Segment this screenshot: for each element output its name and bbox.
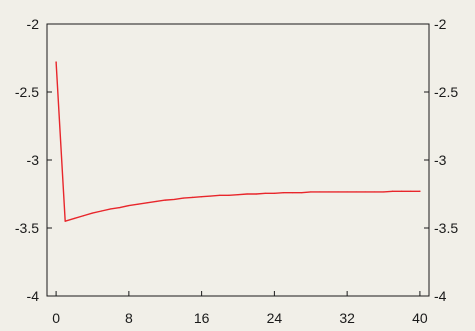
data-point (201, 196, 203, 198)
data-point (73, 217, 75, 220)
data-point (382, 191, 385, 193)
x-tick-label: 40 (412, 310, 428, 326)
data-point (373, 191, 376, 193)
data-point (346, 191, 348, 193)
data-point (146, 202, 148, 204)
data-point (173, 198, 175, 201)
data-point (246, 193, 248, 195)
data-point (328, 191, 330, 193)
data-point (310, 191, 312, 193)
y-tick-label-left: -2.5 (15, 84, 39, 100)
series-group (55, 61, 421, 222)
data-point (55, 61, 57, 63)
x-tick-label: 0 (52, 310, 60, 326)
data-point (164, 199, 166, 201)
data-point (91, 212, 94, 214)
data-point (110, 208, 112, 210)
data-point (291, 192, 294, 194)
tick-label-group: -2 -2 -2.5 -2.5 -3 -3 -3.5 -3.5 -4 -4 0 8 16 24 32 40 (15, 16, 458, 326)
data-point (155, 200, 157, 203)
data-point (228, 194, 230, 196)
data-point (392, 190, 394, 192)
y-tick-label-right: -4 (434, 288, 447, 304)
data-point (210, 195, 212, 197)
data-point (364, 191, 366, 193)
data-point (301, 192, 303, 194)
y-tick-label-right: -3 (434, 152, 447, 168)
y-tick-label-right: -2 (434, 16, 447, 32)
data-point (100, 210, 103, 212)
y-tick-label-left: -3.5 (15, 220, 39, 236)
data-point (337, 191, 339, 193)
x-tick-label: 16 (194, 310, 210, 326)
data-point (319, 191, 321, 193)
plot-area (46, 23, 430, 297)
y-tick-label-left: -2 (27, 16, 40, 32)
y-tick-label-right: -2.5 (434, 84, 458, 100)
data-point (355, 191, 357, 193)
data-point (219, 194, 221, 196)
y-tick-label-left: -4 (27, 288, 40, 304)
data-point (191, 196, 194, 198)
data-point (401, 190, 403, 192)
data-point (255, 193, 257, 195)
data-point (137, 203, 139, 205)
x-tick-label: 32 (339, 310, 355, 326)
data-point (273, 192, 275, 194)
data-point (237, 194, 239, 196)
tick-group (47, 23, 429, 297)
data-point (182, 197, 185, 199)
data-point (119, 207, 121, 209)
data-point (64, 220, 66, 222)
data-point (282, 192, 285, 194)
data-point (264, 192, 266, 194)
y-tick-label-right: -3.5 (434, 220, 458, 236)
data-point (128, 204, 130, 207)
data-point (82, 215, 84, 217)
x-tick-label: 8 (125, 310, 133, 326)
series-line (55, 61, 421, 222)
data-point (419, 190, 421, 192)
data-point (410, 190, 412, 192)
y-tick-label-left: -3 (27, 152, 40, 168)
x-tick-label: 24 (267, 310, 283, 326)
